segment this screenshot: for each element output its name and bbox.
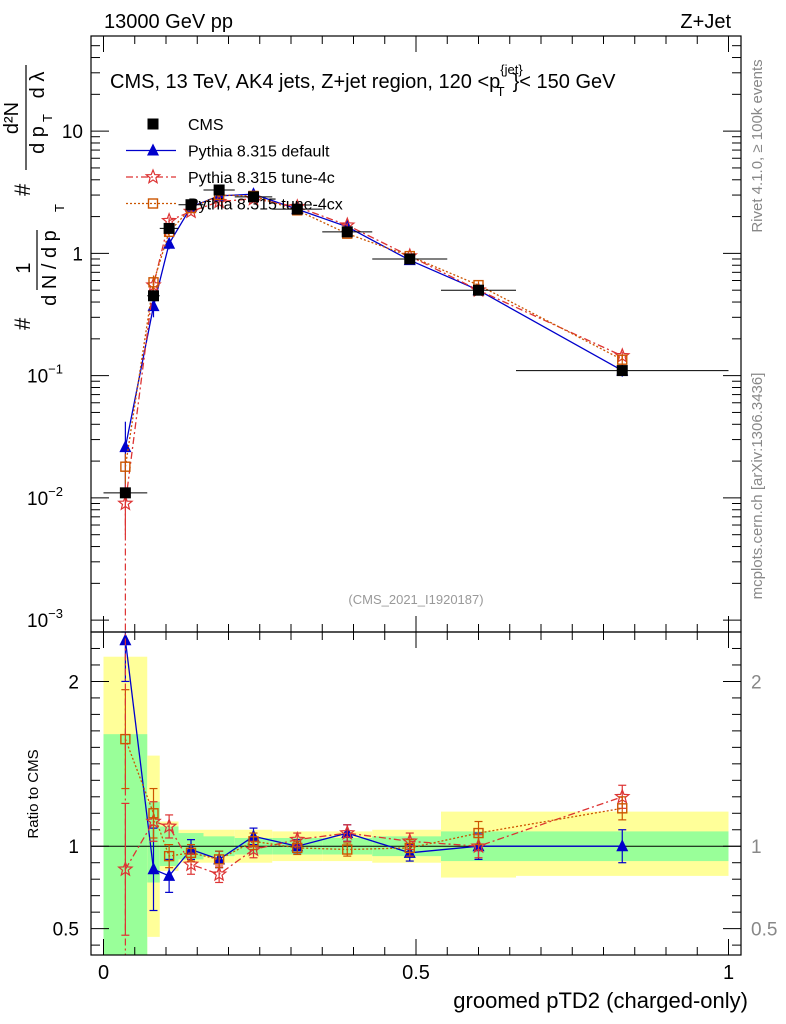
series-default [119,187,629,498]
series-tune4c [117,190,631,535]
point-data [616,365,628,377]
ratio-point-tune4cx [292,842,303,854]
point-data [163,222,175,234]
series-data [103,184,729,499]
legend: CMS Pythia 8.315 default Pythia 8.315 tune… [126,117,343,214]
ratio-point-tune4cx [342,844,353,855]
legend-label-default: Pythia 8.315 default [188,144,330,161]
ylabel-hash1: # [10,317,35,330]
main-series [103,184,729,535]
ratio-axis-ticks: 0.5 0.5 1 1 2 2 0 0.5 1 [53,632,777,984]
header-left: 13000 GeV pp [104,11,233,33]
ratio-point-tune4cx [213,854,225,865]
ylabel-d2N: d²N [1,102,23,134]
ratio-point-tune4cx [404,842,415,854]
main-ytick-label: 10 [62,122,83,143]
series-line-tune4c [124,198,623,504]
series-line-tune4cx [124,194,623,467]
ratio-line-tune4cx [124,738,623,861]
analysis-tag: (CMS_2021_I1920187) [348,592,483,607]
ratio-xtick-label: 0 [98,962,109,984]
point-data [248,191,259,203]
ratio-point-tune4cx [148,808,159,819]
ratio-point-tune4cx [473,827,484,839]
ylabel-sub-t: T [52,204,67,212]
ratio-xtick-label: 0.5 [402,962,430,984]
plot-title-sub: T [497,84,505,99]
ratio-point-default [163,868,176,881]
ratio-ytick-label: 0.5 [53,920,79,941]
main-ytick-label: 10−2 [27,484,63,510]
ratio-series [117,503,631,955]
legend-label-data: CMS [188,117,224,134]
ratio-point-tune4c [117,860,134,877]
xlabel: groomed pTD2 (charged-only) [453,988,748,1013]
ylabel-ratio: Ratio to CMS [25,749,42,838]
ratio-ytick-label-right: 0.5 [751,920,777,941]
main-ytick-label: 10−3 [27,606,63,632]
point-data [185,199,197,211]
ylabel-dN-dp: d N / d p [39,230,61,306]
point-tune4cx [617,354,628,365]
point-default [163,236,176,249]
point-data [473,284,484,296]
ratio-frame [90,631,742,956]
plot-title-main: CMS, 13 TeV, AK4 jets, Z+jet region, 120… [110,71,500,93]
ratio-point-tune4c [182,855,200,872]
ratio-point-default [147,862,160,875]
ratio-point-tune4c [470,837,487,854]
source-text: mcplots.cern.ch [arXiv:1306.3436] [749,373,766,600]
plot-title: CMS, 13 TeV, AK4 jets, Z+jet region, 120… [110,62,616,99]
point-data [404,253,416,265]
point-data [291,203,303,215]
legend-marker-default [147,143,159,156]
ratio-point-tune4cx [617,803,628,814]
rivet-text: Rivet 4.1.0, ≥ 100k events [749,59,766,232]
point-data [213,184,225,196]
ratio-point-default [616,839,629,852]
ratio-point-tune4c [160,817,178,834]
ylabel-dp: d p [27,126,49,154]
main-ytick-label: 1 [72,244,83,265]
point-data [119,487,131,499]
point-tune4cx [148,277,159,288]
main-panel: 10−3 10−2 10−1 1 10 CMS, 13 TeV, AK4 jets, Z… [27,35,742,633]
ylabel-main: # 1 d N / d p T # d²N d p T d λ [1,65,67,330]
ylabel-one: 1 [13,262,35,273]
ratio-ytick-label-right: 1 [751,837,762,858]
ratio-panel: 0.5 0.5 1 1 2 2 0 0.5 1 [53,503,777,984]
main-ytick-label: 10−1 [27,362,63,388]
ratio-point-tune4cx [163,850,175,862]
ratio-ytick-label: 1 [68,837,79,858]
ylabel-hash2: # [10,183,35,196]
main-axis-ticks: 10−3 10−2 10−1 1 10 [27,35,741,632]
legend-label-tune4c: Pythia 8.315 tune-4c [188,170,335,187]
point-data [148,290,159,302]
legend-marker-data [147,118,159,130]
ylabel-dlambda: d λ [27,72,49,99]
ylabel-sub-t2: T [40,114,55,122]
legend-marker-tune4c [144,168,162,185]
ratio-xtick-label: 1 [723,962,734,984]
point-tune4cx [120,461,131,472]
header-right: Z+Jet [680,11,731,33]
ratio-point-tune4c [245,840,262,857]
series-tune4cx [120,189,628,484]
ratio-point-tune4c [339,824,356,841]
ratio-point-tune4cx [248,836,259,847]
ratio-point-tune4c [210,865,228,882]
plot-title-sup: {jet} [500,62,523,77]
point-data [341,226,353,238]
plot-title-end: }< 150 GeV [513,71,617,93]
ratio-bands [103,656,729,955]
legend-marker-tune4cx [147,198,159,209]
ratio-point-tune4cx [185,847,197,859]
ratio-ytick-label-right: 2 [751,672,762,693]
legend-label-tune4cx: Pythia 8.315 tune-4cx [188,197,343,214]
ratio-ytick-label: 2 [68,672,79,693]
